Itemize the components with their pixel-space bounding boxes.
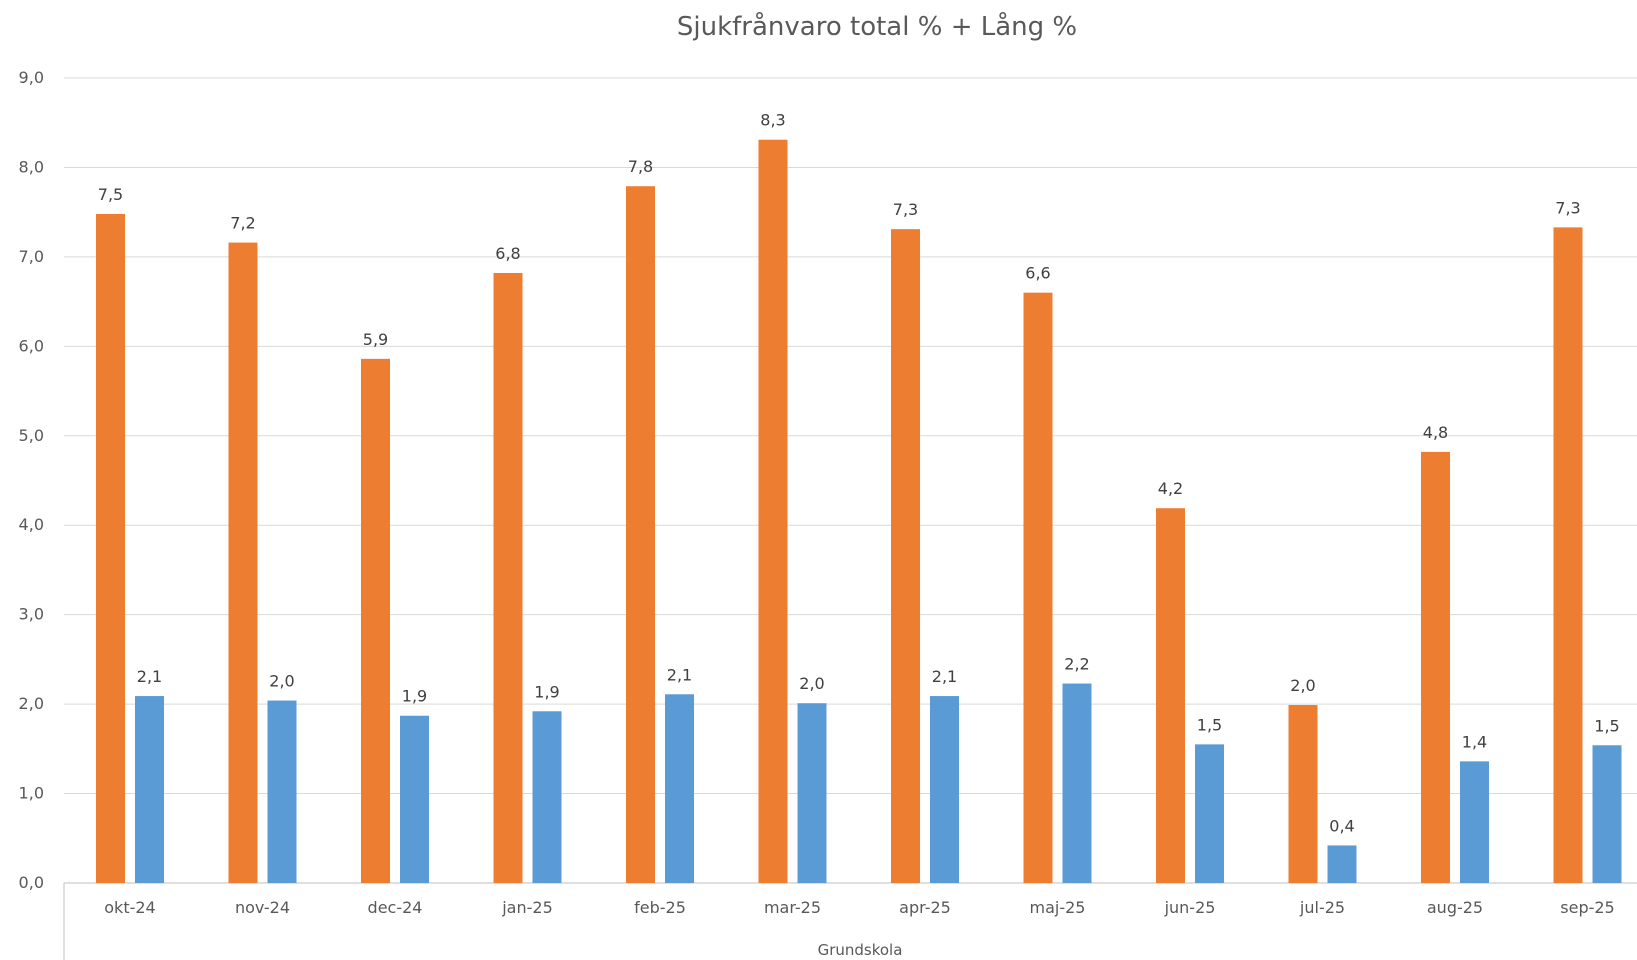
x-category-label: feb-25 bbox=[634, 898, 686, 917]
bar-series-2 bbox=[135, 696, 164, 883]
data-label: 7,5 bbox=[98, 185, 123, 204]
bar-series-1 bbox=[1421, 451, 1450, 883]
bar-series-1 bbox=[1288, 705, 1318, 883]
bars bbox=[96, 139, 1622, 884]
data-label: 6,8 bbox=[495, 244, 520, 263]
y-tick-label: 2,0 bbox=[19, 694, 44, 713]
x-category-label: aug-25 bbox=[1427, 898, 1483, 917]
bar-series-2 bbox=[797, 703, 827, 883]
x-axis-title: Grundskola bbox=[818, 941, 903, 959]
data-label: 4,8 bbox=[1423, 423, 1448, 442]
data-label: 2,1 bbox=[137, 667, 162, 686]
bar-series-2 bbox=[532, 711, 562, 883]
bar-series-1 bbox=[626, 186, 655, 883]
y-tick-label: 4,0 bbox=[19, 515, 44, 534]
x-category-label: sep-25 bbox=[1560, 898, 1614, 917]
x-category-label: nov-24 bbox=[235, 898, 290, 917]
x-category-label: okt-24 bbox=[104, 898, 155, 917]
data-label: 1,9 bbox=[402, 687, 427, 706]
bar-series-1 bbox=[1553, 227, 1583, 884]
data-label: 2,1 bbox=[932, 667, 957, 686]
y-tick-label: 6,0 bbox=[19, 336, 44, 355]
data-labels: 7,5 2,1 7,2 2,0 5,9 1,9 6,8 1,9 7,8 2,1 8,3 2,0 7,3 2… bbox=[98, 111, 1620, 836]
data-label: 7,8 bbox=[628, 157, 653, 176]
gridlines bbox=[63, 77, 1637, 960]
bar-series-2 bbox=[1592, 745, 1622, 883]
y-tick-label: 8,0 bbox=[19, 157, 44, 176]
data-label: 1,9 bbox=[534, 682, 559, 701]
bar-series-1 bbox=[493, 272, 523, 883]
bar-series-1 bbox=[1156, 508, 1185, 883]
data-label: 1,5 bbox=[1594, 716, 1619, 735]
data-label: 5,9 bbox=[363, 330, 388, 349]
bar-series-1 bbox=[361, 358, 390, 883]
bar-series-2 bbox=[1327, 845, 1357, 883]
x-category-label: jun-25 bbox=[1164, 898, 1216, 917]
y-tick-label: 9,0 bbox=[19, 68, 44, 87]
bar-series-2 bbox=[1195, 744, 1224, 883]
data-label: 0,4 bbox=[1329, 816, 1354, 835]
bar-series-1 bbox=[96, 213, 125, 883]
bar-series-1 bbox=[1023, 292, 1053, 884]
y-tick-label: 0,0 bbox=[19, 873, 44, 892]
data-label: 2,0 bbox=[799, 674, 824, 693]
x-category-label: maj-25 bbox=[1030, 898, 1086, 917]
data-label: 7,3 bbox=[893, 200, 918, 219]
data-label: 7,2 bbox=[230, 214, 255, 233]
chart-title: Sjukfrånvaro total % + Lång % bbox=[677, 11, 1077, 42]
bar-series-2 bbox=[1460, 761, 1489, 883]
data-label: 2,0 bbox=[1290, 676, 1315, 695]
y-tick-label: 1,0 bbox=[19, 784, 44, 803]
data-label: 1,4 bbox=[1462, 732, 1487, 751]
x-axis-categories: okt-24 nov-24 dec-24 jan-25 feb-25 mar-25 apr-… bbox=[104, 898, 1614, 917]
x-category-label: mar-25 bbox=[764, 898, 821, 917]
bar-series-2 bbox=[665, 694, 694, 883]
x-category-label: apr-25 bbox=[899, 898, 951, 917]
x-category-label: jan-25 bbox=[501, 898, 553, 917]
bar-series-1 bbox=[891, 229, 920, 883]
y-tick-label: 5,0 bbox=[19, 426, 44, 445]
y-axis-ticks: 0,0 1,0 2,0 3,0 4,0 5,0 6,0 7,0 8,0 9,0 bbox=[19, 68, 44, 892]
data-label: 2,0 bbox=[269, 672, 294, 691]
data-label: 8,3 bbox=[760, 111, 785, 130]
data-label: 7,3 bbox=[1555, 198, 1580, 217]
data-label: 4,2 bbox=[1158, 479, 1183, 498]
bar-series-2 bbox=[1062, 683, 1092, 883]
bar-series-1 bbox=[228, 242, 258, 884]
y-tick-label: 7,0 bbox=[19, 247, 44, 266]
x-category-label: dec-24 bbox=[368, 898, 423, 917]
x-category-label: jul-25 bbox=[1299, 898, 1345, 917]
data-label: 2,2 bbox=[1064, 655, 1089, 674]
data-label: 6,6 bbox=[1025, 264, 1050, 283]
bar-series-1 bbox=[758, 139, 788, 883]
bar-series-2 bbox=[400, 715, 429, 883]
bar-series-2 bbox=[267, 700, 297, 883]
data-label: 2,1 bbox=[667, 665, 692, 684]
data-label: 1,5 bbox=[1197, 715, 1222, 734]
bar-series-2 bbox=[930, 696, 959, 883]
y-tick-label: 3,0 bbox=[19, 605, 44, 624]
